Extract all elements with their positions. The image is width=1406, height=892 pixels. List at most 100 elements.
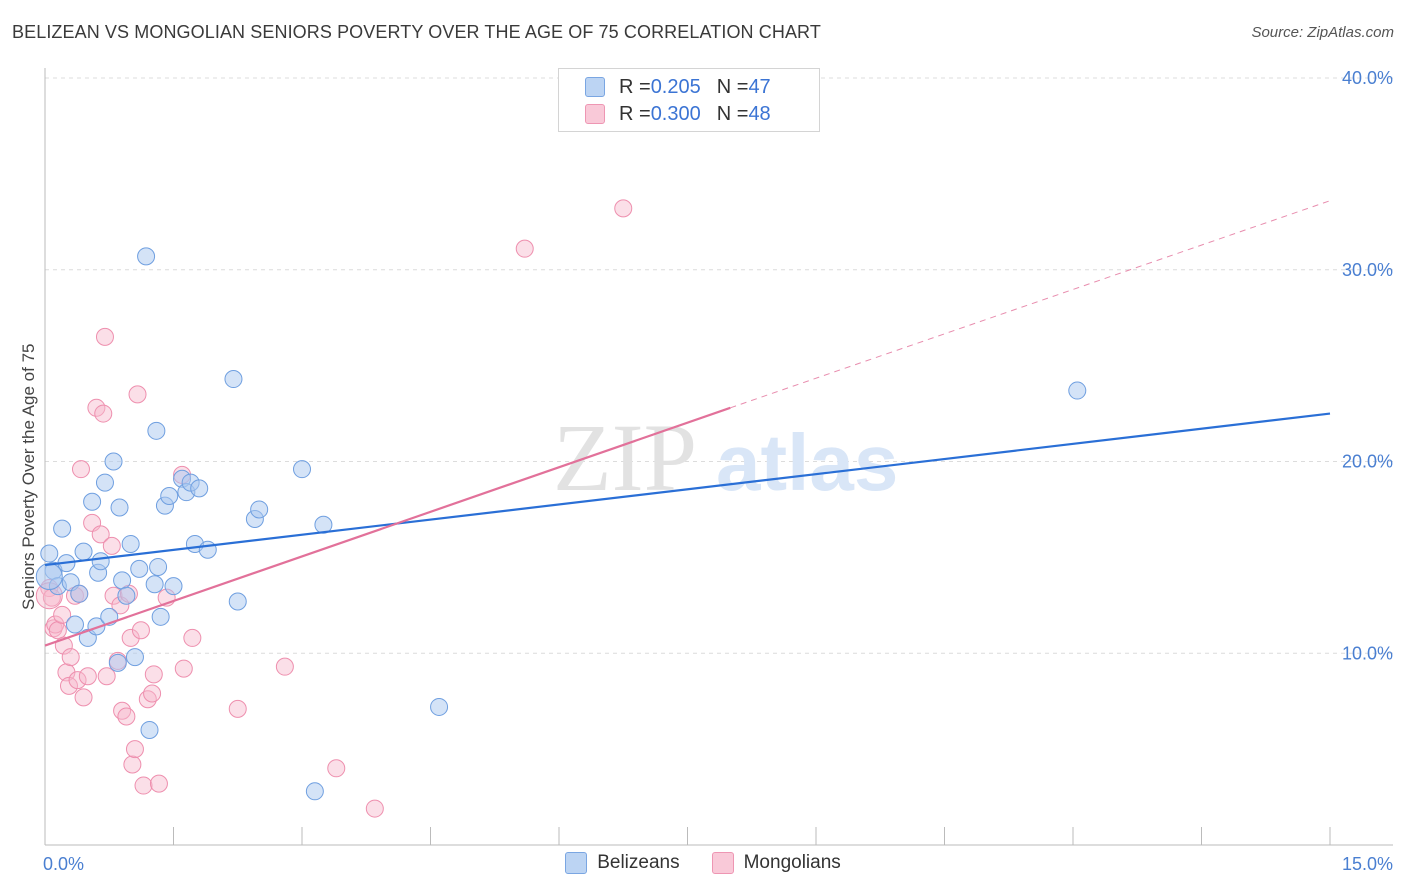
mongolians-point: [97, 667, 116, 686]
watermark: ZIP atlas: [553, 404, 898, 511]
belizeans-point: [87, 617, 106, 636]
belizeans-point: [121, 534, 140, 553]
legend-r-value: 0.205: [650, 75, 701, 98]
belizeans-point: [190, 479, 209, 498]
y-tick-label: 20.0%: [1342, 452, 1393, 472]
legend-r-label: R =: [619, 102, 651, 125]
mongolians-point: [149, 774, 168, 793]
legend-n-label: N =: [716, 75, 749, 98]
belizeans-point: [104, 452, 123, 471]
belizeans-point: [91, 552, 110, 571]
y-tick-label: 30.0%: [1342, 260, 1393, 280]
chart-source: Source: ZipAtlas.com: [1251, 24, 1394, 41]
belizeans-point: [137, 247, 156, 266]
legend-r-value: 0.300: [650, 102, 701, 125]
legend-n-value: 48: [748, 102, 771, 125]
mongolians-point: [143, 684, 162, 703]
belizeans-point: [110, 498, 129, 517]
y-tick-label: 40.0%: [1342, 68, 1393, 88]
legend-n-label: N =: [716, 102, 749, 125]
grid-layer: [45, 77, 1393, 654]
belizeans-point: [74, 542, 93, 561]
legend-swatch-blue: [585, 77, 605, 97]
legend-n-value: 47: [748, 75, 771, 98]
mongolians-point: [117, 707, 136, 726]
mongolians-point: [95, 327, 114, 346]
y-tick-label: 10.0%: [1342, 643, 1393, 663]
belizeans-point: [83, 492, 102, 511]
mongolians-trend-line: [44, 406, 731, 647]
mongolians-point: [365, 799, 384, 818]
mongolians-point: [128, 385, 147, 404]
mongolians-point: [275, 657, 294, 676]
mongolians-point: [174, 659, 193, 678]
mongolians-point: [131, 621, 150, 640]
mongolians-point: [91, 525, 110, 544]
mongolians-point: [74, 688, 93, 707]
mongolians-trend-extension: [730, 200, 1331, 409]
belizeans-point: [70, 584, 89, 603]
legend-label-mongolians: Mongolians: [743, 852, 841, 873]
mongolians-point: [78, 667, 97, 686]
mongolians-point: [327, 759, 346, 778]
belizeans-trend-line: [44, 412, 1331, 567]
belizeans-point: [149, 557, 168, 576]
mongolians-point: [125, 740, 144, 759]
mongolians-point: [134, 776, 153, 795]
trend-lines: [44, 200, 1331, 647]
x-tick-label: 15.0%: [1342, 854, 1393, 874]
mongolians-point: [71, 460, 90, 479]
watermark-atlas: atlas: [716, 418, 898, 507]
mongolians-point: [68, 671, 87, 690]
legend-item-belizeans[interactable]: Belizeans: [565, 852, 680, 874]
legend-item-mongolians[interactable]: Mongolians: [711, 852, 841, 874]
belizeans-point: [95, 473, 114, 492]
legend-row-belizeans: R = 0.205 N = 47: [585, 74, 771, 100]
belizeans-point: [250, 500, 269, 519]
mongolians-point: [144, 665, 163, 684]
mongolians-point: [123, 755, 142, 774]
belizeans-point: [228, 592, 247, 611]
belizeans-point: [430, 697, 449, 716]
mongolians-point: [183, 628, 202, 647]
belizeans-point: [160, 487, 179, 506]
belizeans-point: [147, 421, 166, 440]
belizeans-point: [117, 586, 136, 605]
mongolians-point: [48, 621, 67, 640]
legend-swatch-blue: [565, 852, 588, 874]
legend-swatch-pink: [711, 852, 734, 874]
legend-r-label: R =: [619, 75, 651, 98]
belizeans-point: [113, 571, 132, 590]
mongolians-point: [515, 239, 534, 258]
mongolians-point: [53, 605, 72, 624]
belizeans-point: [293, 460, 311, 479]
belizeans-point: [305, 782, 324, 801]
belizeans-points: [35, 247, 1087, 801]
watermark-zip: ZIP: [553, 404, 697, 511]
belizeans-point: [40, 544, 59, 563]
mongolians-point: [614, 199, 633, 218]
belizeans-point: [224, 370, 243, 389]
belizeans-point: [125, 648, 144, 667]
belizeans-point: [65, 615, 84, 634]
mongolians-point: [61, 648, 80, 667]
chart-title: BELIZEAN VS MONGOLIAN SENIORS POVERTY OV…: [12, 22, 821, 42]
legend-label-belizeans: Belizeans: [597, 852, 680, 873]
mongolians-point: [121, 628, 140, 647]
belizeans-point: [198, 540, 217, 559]
tick-labels: 10.0% 20.0% 30.0% 40.0% 0.0% 15.0%: [43, 68, 1393, 874]
series-legend: Belizeans Mongolians: [0, 852, 1406, 874]
axes-layer: [44, 68, 1393, 846]
legend-row-mongolians: R = 0.300 N = 48: [585, 101, 771, 127]
mongolians-point: [102, 536, 121, 555]
belizeans-point: [151, 607, 170, 626]
legend-swatch-pink: [585, 104, 605, 124]
belizeans-point: [53, 519, 72, 538]
x-tick-label: 0.0%: [43, 854, 84, 874]
belizeans-point: [108, 653, 127, 672]
belizeans-point: [1068, 381, 1087, 400]
y-axis-label: Seniors Poverty Over the Age of 75: [19, 344, 38, 610]
correlation-legend: R = 0.205 N = 47 R = 0.300 N = 48: [558, 68, 820, 132]
mongolians-point: [228, 699, 247, 718]
